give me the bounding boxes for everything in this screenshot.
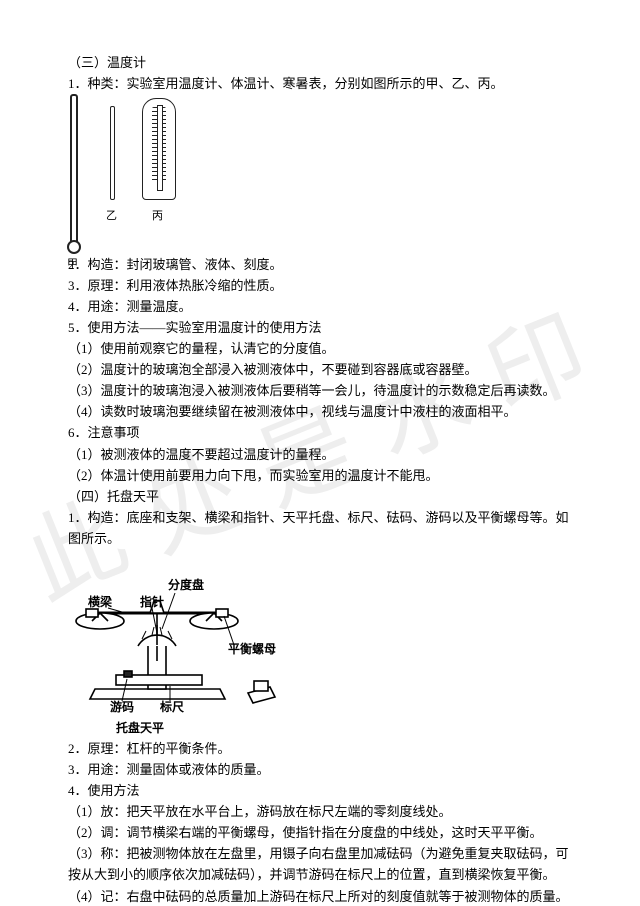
s3-p6a: （1）被测液体的温度不要超过温度计的量程。 (68, 444, 572, 465)
figure-label-c: 丙 (152, 208, 163, 226)
balance-caption: 托盘天平 (116, 719, 572, 738)
label-hl: 横梁 (88, 594, 112, 609)
s4-p4c: （3）称：把被测物体放在左盘里，用镊子向右盘里加减砝码（为避免重复夹取砝码，可按… (68, 843, 572, 885)
s3-p2: 2．构造：封闭玻璃管、液体、刻度。 (68, 254, 572, 275)
s3-p5d: （4）读数时玻璃泡要继续留在被测液体中，视线与温度计中液柱的液面相平。 (68, 401, 572, 422)
s3-p4: 4．用途：测量温度。 (68, 296, 572, 317)
s4-p4a: （1）放：把天平放在水平台上，游码放在标尺左端的零刻度线处。 (68, 801, 572, 822)
s4-p4b: （2）调：调节横梁右端的平衡螺母，使指针指在分度盘的中线处，这时天平平衡。 (68, 822, 572, 843)
label-bc: 标尺 (159, 699, 184, 714)
label-fdp: 分度盘 (168, 577, 204, 592)
figure-label-a: 甲 (67, 256, 78, 274)
thermometer-lab-icon (70, 94, 78, 248)
s3-p6b: （2）体温计使用前要用力向下甩，而实验室用的温度计不能甩。 (68, 465, 572, 486)
s4-p1: 1．构造：底座和支架、横梁和指针、天平托盘、标尺、砝码、游码以及平衡螺母等。如图… (68, 507, 572, 549)
s3-p5a: （1）使用前观察它的量程，认清它的分度值。 (68, 338, 572, 359)
thermometer-wall-icon (142, 98, 176, 200)
s3-p5b: （2）温度计的玻璃泡全部浸入被测液体中，不要碰到容器底或容器壁。 (68, 359, 572, 380)
s3-p5c: （3）温度计的玻璃泡浸入被测液体后要稍等一会儿，待温度计的示数稳定后再读数。 (68, 380, 572, 401)
s4-p4d: （4）记：右盘中砝码的总质量加上游码在标尺上所对的刻度值就等于被测物体的质量。把 (68, 886, 572, 906)
thermometer-clinical-icon (110, 106, 115, 200)
balance-figure: 分度盘 横梁 指针 平衡螺母 游码 标尺 (70, 551, 572, 717)
label-zz: 指针 (140, 594, 164, 609)
s4-p4: 4．使用方法 (68, 780, 572, 801)
section3-heading: （三）温度计 (68, 52, 572, 73)
s3-p1: 1．种类：实验室用温度计、体温计、寒暑表，分别如图所示的甲、乙、丙。 (68, 73, 572, 94)
s3-p3: 3．原理：利用液体热胀冷缩的性质。 (68, 275, 572, 296)
section4-heading: （四）托盘天平 (68, 486, 572, 507)
thermometer-figure: 甲 乙 丙 (68, 94, 572, 254)
s4-p2: 2．原理：杠杆的平衡条件。 (68, 738, 572, 759)
label-phlm: 平衡螺母 (228, 641, 276, 656)
s4-p3: 3．用途：测量固体或液体的质量。 (68, 759, 572, 780)
label-ym: 游码 (110, 699, 134, 714)
s3-p5: 5．使用方法——实验室用温度计的使用方法 (68, 317, 572, 338)
s3-p6: 6．注意事项 (68, 422, 572, 443)
figure-label-b: 乙 (106, 208, 117, 226)
